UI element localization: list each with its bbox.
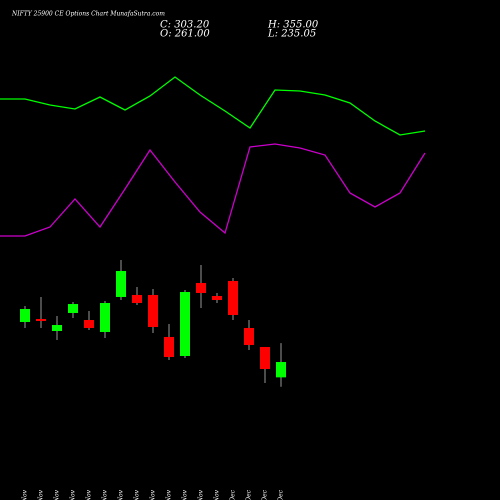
x-tick-label: 04 Dec: [278, 489, 285, 500]
x-tick-label: 13 Nov: [38, 489, 45, 500]
x-tick-label: 25 Nov: [166, 489, 173, 500]
high-text: H: 355.00: [267, 20, 319, 31]
x-tick-label: 14 Nov: [54, 489, 61, 500]
candle-body: [132, 294, 142, 303]
candle-body: [164, 336, 174, 357]
candle-body: [212, 296, 222, 301]
candle-body: [276, 362, 286, 378]
close-text: C: 303.20: [160, 20, 210, 31]
candle-body: [180, 292, 190, 357]
open-text: O: 261.00: [160, 29, 210, 40]
x-tick-label: 21 Nov: [134, 489, 141, 500]
x-tick-label: 28 Nov: [214, 489, 221, 500]
candle-body: [260, 346, 270, 369]
indicator-line: [0, 76, 426, 136]
indicator-line: [0, 143, 426, 237]
x-tick-label: 17 Nov: [70, 489, 77, 500]
candle-body: [100, 302, 110, 333]
x-tick-label: 12 Nov: [22, 489, 29, 500]
candle-body: [244, 328, 254, 345]
candle-body: [20, 308, 30, 323]
x-tick-label: 27 Nov: [198, 489, 205, 500]
candle-body: [52, 324, 62, 331]
candle-body: [196, 282, 206, 293]
x-tick-label: 02 Dec: [246, 489, 253, 500]
x-tick-label: 20 Nov: [118, 489, 125, 500]
x-tick-label: 18 Nov: [86, 489, 93, 500]
candle-body: [228, 280, 238, 315]
x-tick-label: 26 Nov: [182, 489, 189, 500]
chart-title: NIFTY 25900 CE Options Chart MunafaSutra…: [11, 11, 165, 18]
candle-body: [84, 320, 94, 329]
candle-body: [116, 270, 126, 297]
x-tick-label: 19 Nov: [102, 489, 109, 500]
low-text: L: 235.05: [267, 29, 316, 40]
candle-body: [68, 304, 78, 313]
candle-body: [148, 294, 158, 327]
x-tick-label: 01 Dec: [230, 489, 237, 500]
candle-body: [36, 318, 46, 321]
x-tick-label: 03 Dec: [262, 489, 269, 500]
x-tick-label: 24 Nov: [150, 489, 157, 500]
